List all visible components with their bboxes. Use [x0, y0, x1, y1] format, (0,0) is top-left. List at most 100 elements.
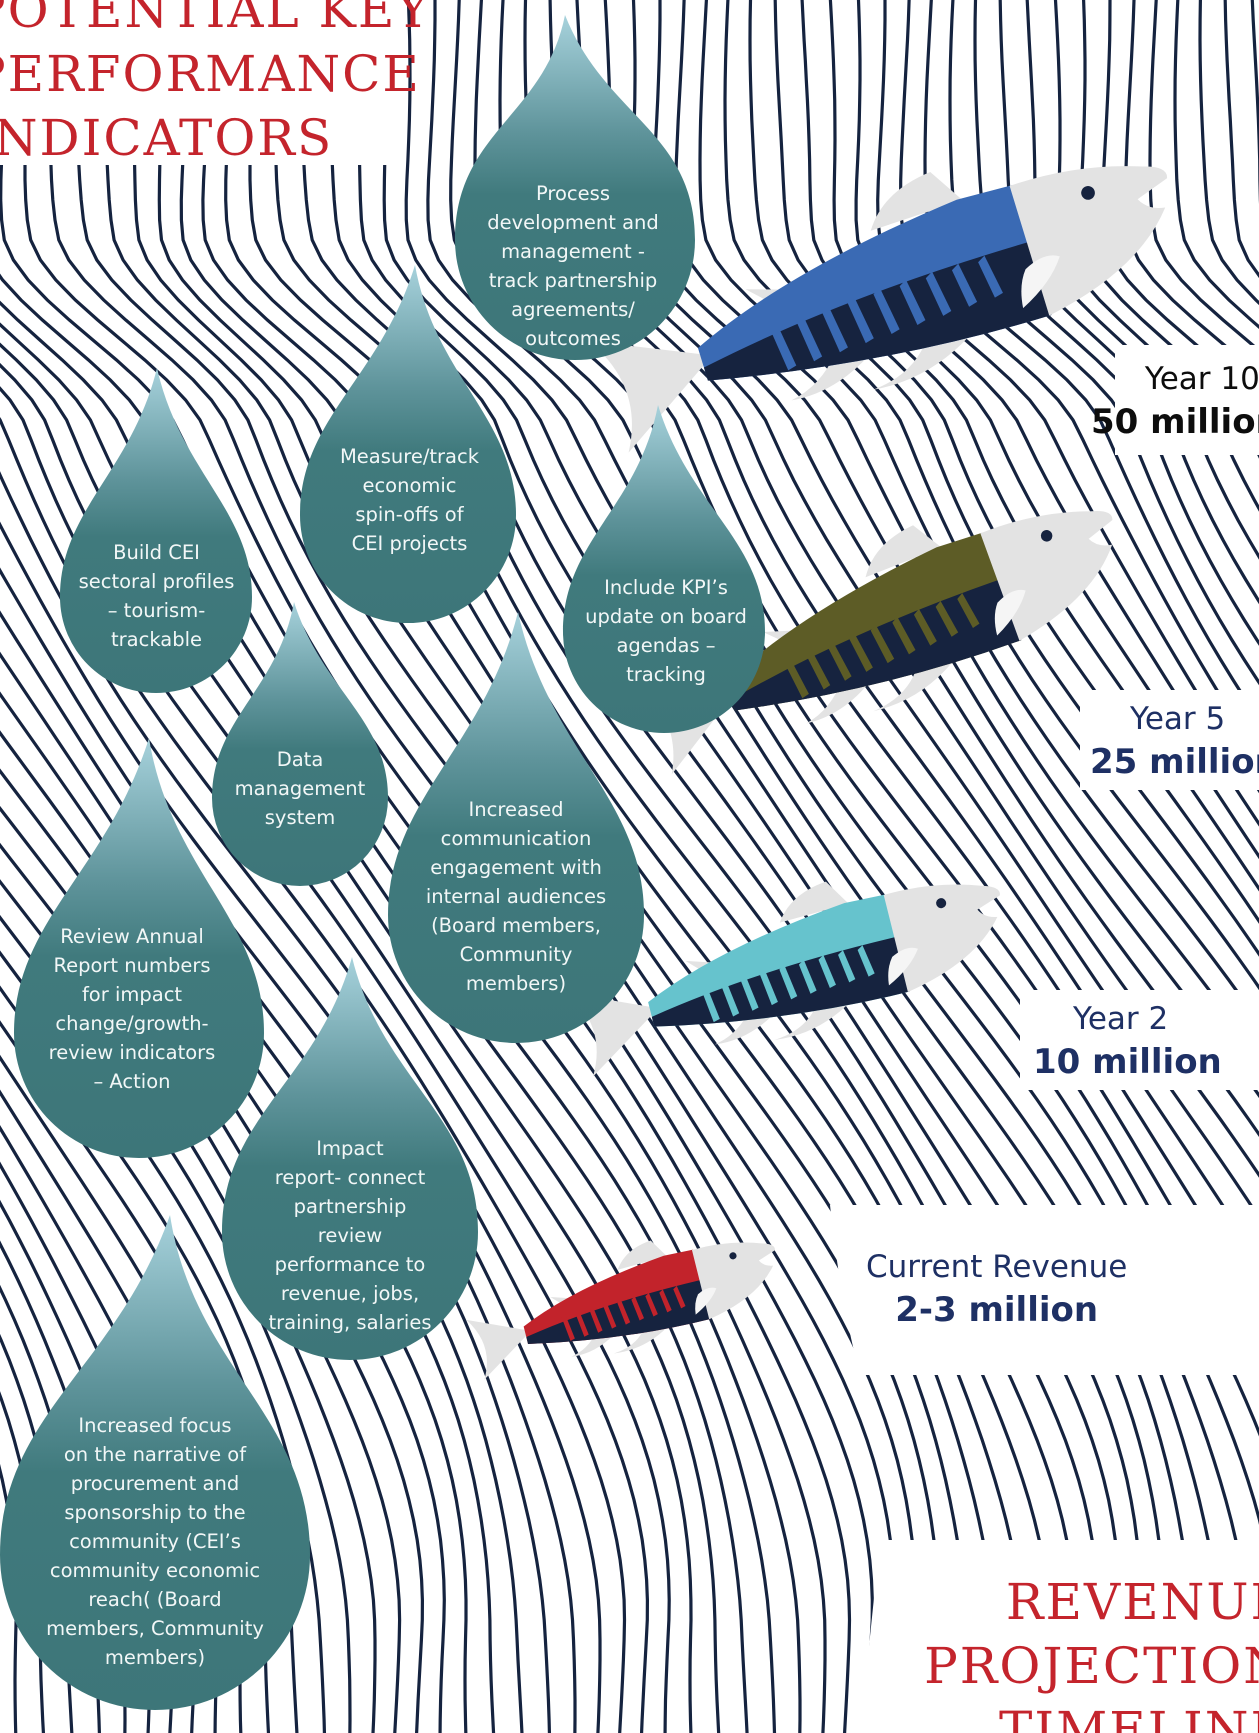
kpi-drop-build-line: sectoral profiles — [78, 570, 235, 593]
kpi-drop-process — [455, 15, 695, 360]
kpi-drop-comm-text: Increased communication engagement with int… — [405, 795, 627, 998]
kpi-drop-focus-line: on the narrative of — [63, 1443, 247, 1466]
fish-anal-fin — [806, 679, 872, 724]
current-revenue-amount: 2-3 million — [895, 1290, 1099, 1330]
fish-stripe — [740, 974, 759, 1011]
revenue-year-10: Year 10 50 million — [1091, 358, 1259, 444]
kpi-drop-comm-line: internal audiences — [425, 885, 607, 908]
revenue-title-panel — [860, 1540, 1259, 1733]
fish-belly — [731, 579, 1022, 711]
fish-stripe — [589, 1306, 603, 1333]
fish-pectoral-fin — [695, 1287, 717, 1315]
kpi-drop-review-text: Review Annual Report numbers for impact cha… — [27, 922, 237, 1096]
fish-stripe — [575, 1310, 589, 1337]
kpi-drop-include-text: Include KPI’s update on board agendas – tra… — [571, 573, 761, 689]
fish-stripe — [779, 964, 798, 1000]
kpi-drop-review — [14, 738, 264, 1158]
fish-stripe — [784, 656, 809, 699]
kpi-drop-focus-line: reach( (Board — [88, 1588, 222, 1611]
salmon-fish-year10 — [588, 166, 1168, 453]
kpi-drop-include-line: agendas – — [616, 634, 716, 657]
kpi-drop-include-line: Include KPI’s — [604, 576, 728, 599]
fish-stripe — [561, 1313, 575, 1341]
river-line — [1124, 0, 1259, 378]
river-line — [0, 471, 627, 1733]
river-line — [748, 0, 1259, 957]
kpi-drop-comm-line: (Board members, — [431, 914, 601, 937]
kpi-drop-impact-text: Impact report- connect partnership review pe… — [240, 1134, 460, 1337]
kpi-drop-impact — [222, 957, 478, 1360]
fish-stripe — [847, 295, 874, 344]
revenue-title-line-2: PROJECTION — [924, 1637, 1259, 1695]
kpi-drop-process-line: Process — [536, 182, 610, 205]
kpi-drop-review-line: Report numbers — [53, 954, 211, 977]
fish-dorsal-fin — [779, 881, 849, 923]
fish-tail — [588, 340, 713, 453]
fish-stripe — [821, 303, 848, 353]
fish-stripe — [899, 279, 926, 325]
kpi-drop-include — [563, 405, 765, 733]
year-2-amount: 10 million — [1033, 1042, 1222, 1082]
river-line — [0, 300, 777, 1733]
kpi-drop-include-line: update on board — [585, 605, 747, 628]
kpi-drop-review-line: change/growth- — [55, 1012, 209, 1035]
kpi-drop-focus-text: Increased focus on the narrative of procur… — [20, 1411, 290, 1672]
kpi-drop-measure — [300, 265, 516, 624]
kpi-drop-measure-text: Measure/track economic spin-offs of CEI pro… — [312, 442, 507, 558]
fish-stripe — [951, 263, 978, 307]
salmon-fish-group — [466, 166, 1168, 1380]
revenue-section-title: REVENUE PROJECTION TIMELINE — [924, 1570, 1259, 1733]
river-line — [350, 0, 1171, 1733]
kpi-drop-focus-line: procurement and — [70, 1472, 240, 1495]
fish-stripe — [659, 1289, 672, 1313]
fish-pectoral-fin — [1021, 255, 1060, 309]
kpi-drop-focus-line: community economic — [49, 1559, 261, 1582]
river-line — [1223, 0, 1259, 279]
year-10-label: Year 10 — [1144, 361, 1259, 397]
river-line — [273, 0, 1099, 1733]
kpi-drop-data-line: system — [264, 806, 336, 829]
river-line — [404, 0, 1227, 1733]
kpi-title-panel — [0, 0, 405, 165]
fish-stripe — [759, 969, 778, 1006]
river-line — [1100, 0, 1259, 409]
kpi-drop-process-line: development and — [487, 211, 659, 234]
fish-dorsal-fin — [617, 1240, 667, 1270]
fish-pectoral-fin — [888, 947, 918, 986]
kpi-drop-comm-line: communication — [440, 827, 592, 850]
river-line — [0, 768, 446, 1733]
kpi-drop-impact-line: report- connect — [274, 1166, 426, 1189]
kpi-drop-data-line: management — [234, 777, 366, 800]
fish-stripe — [935, 600, 959, 637]
kpi-drop-build-line: – tourism- — [107, 599, 206, 622]
river-line — [1250, 0, 1259, 205]
fish-eye — [1081, 186, 1095, 200]
fish-tail — [466, 1319, 531, 1380]
salmon-fish-year5 — [633, 511, 1113, 775]
kpi-drop-data-line: Data — [276, 748, 324, 771]
kpi-drop-impact-line: review — [317, 1224, 383, 1247]
river-line — [1148, 0, 1259, 353]
kpi-drop-focus-line: community (CEI’s — [69, 1530, 241, 1553]
kpi-title-line-2: PERFORMANCE — [0, 45, 421, 103]
kpi-drop-process-line: outcomes — [525, 327, 621, 350]
kpi-drop-measure-line: Measure/track — [339, 445, 480, 468]
fish-eye — [729, 1252, 737, 1260]
fish-pelvic-fin — [873, 661, 953, 712]
fish-head — [691, 1242, 775, 1320]
kpi-drop-comm-line: engagement with — [430, 856, 602, 879]
fish-stripe — [794, 311, 823, 362]
fish-stripe — [603, 1303, 617, 1329]
kpi-drop-measure-line: economic — [362, 474, 457, 497]
kpi-drop-review-line: Review Annual — [60, 925, 204, 948]
fish-stripe — [957, 593, 980, 629]
river-line — [723, 0, 1259, 991]
revenue-current: Current Revenue 2-3 million — [866, 1246, 1127, 1332]
river-line — [1173, 0, 1259, 329]
kpi-drop-impact-line: performance to — [274, 1253, 426, 1276]
river-line — [298, 0, 1121, 1733]
fish-stripe — [720, 979, 740, 1017]
kpi-drop-include-line: tracking — [626, 663, 706, 686]
fish-stripe — [701, 984, 720, 1023]
fish-stripe — [873, 287, 900, 335]
